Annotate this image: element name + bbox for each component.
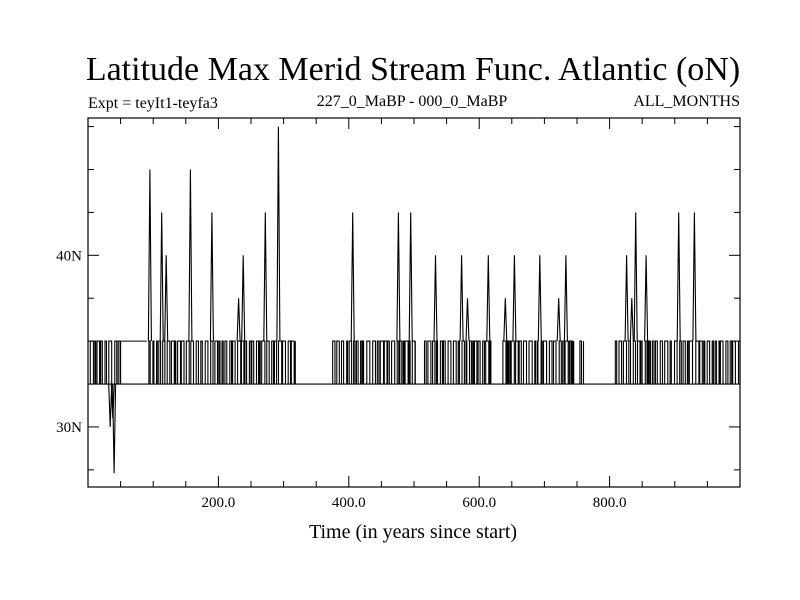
spike-point: [433, 255, 438, 342]
spike-point: [486, 255, 491, 342]
spike-point: [692, 212, 697, 342]
y-tick-label: 30N: [56, 420, 82, 436]
x-tick-label: 400.0: [332, 495, 366, 511]
plot-frame: [87, 117, 741, 488]
spike-point: [537, 255, 542, 342]
spike-point: [676, 212, 681, 342]
period-label: 227_0_MaBP - 000_0_MaBP: [317, 93, 508, 110]
x-tick-label: 800.0: [593, 495, 627, 511]
spike-point: [350, 212, 355, 342]
spike-point: [108, 383, 113, 427]
experiment-label: Expt = teyIt1-teyfa3: [88, 95, 218, 112]
months-label: ALL_MONTHS: [633, 93, 740, 110]
spike-point: [396, 212, 401, 342]
spike-point: [629, 298, 634, 342]
axis-ticks: [88, 118, 740, 487]
chart-title: Latitude Max Merid Stream Func. Atlantic…: [86, 51, 740, 88]
spike-point: [159, 212, 164, 342]
data-series: [88, 126, 741, 474]
oscillation-segment: [421, 340, 492, 385]
spike-point: [556, 298, 561, 342]
oscillation-segment: [500, 340, 575, 385]
spike-point: [503, 298, 508, 342]
spike-point: [241, 255, 246, 342]
spike-point: [563, 255, 568, 342]
spike-point: [164, 255, 169, 342]
oscillation-segment: [330, 340, 416, 385]
spike-point: [459, 255, 464, 342]
spike-point: [209, 212, 214, 342]
oscillation-segment: [579, 340, 585, 385]
spike-point: [263, 212, 268, 342]
spike-point: [112, 383, 117, 474]
tick-labels: 200.0 400.0 600.0 800.0 30N 40N: [56, 248, 626, 511]
x-axis-label: Time (in years since start): [309, 521, 517, 543]
spike-point: [147, 169, 152, 342]
oscillation-segment: [146, 340, 296, 385]
oscillation-segment: [613, 340, 741, 385]
x-tick-label: 600.0: [462, 495, 496, 511]
spike-point: [236, 298, 241, 342]
oscillation-segment: [88, 340, 122, 385]
spike-point: [512, 255, 517, 342]
spike-point: [408, 212, 413, 342]
spike-point: [644, 255, 649, 342]
spike-point: [633, 212, 638, 342]
spike-point: [624, 255, 629, 342]
spike-point: [465, 298, 470, 342]
y-tick-label: 40N: [56, 248, 82, 264]
x-tick-label: 200.0: [202, 495, 236, 511]
spike-point: [188, 169, 193, 342]
spike-point: [276, 126, 281, 342]
